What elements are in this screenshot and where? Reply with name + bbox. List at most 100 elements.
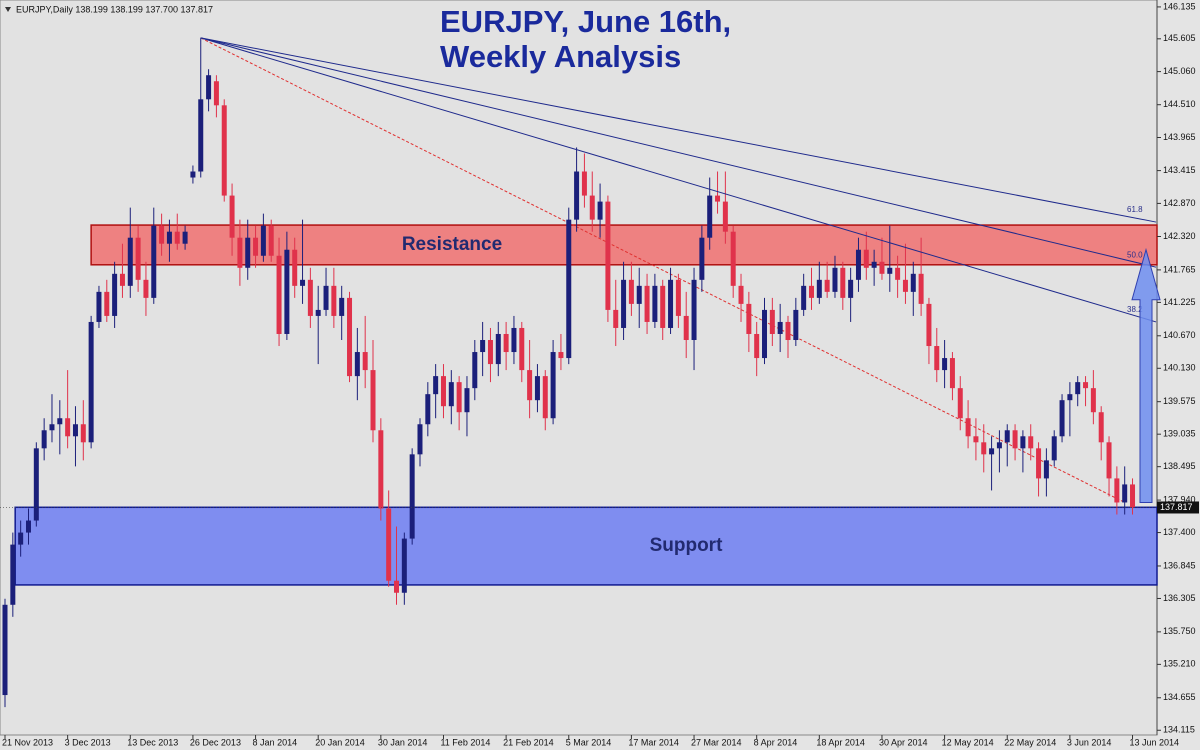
candle-body [370, 370, 376, 431]
candle-body [409, 454, 415, 539]
candle-body [49, 424, 55, 431]
candle-body [268, 225, 274, 256]
candle-body [253, 237, 259, 256]
candle-body [174, 231, 180, 244]
x-tick-label: 3 Dec 2013 [65, 737, 111, 747]
candle-body [1004, 430, 1010, 443]
candle-body [981, 442, 987, 455]
candle-body [1106, 442, 1112, 479]
candle-body [1122, 484, 1128, 503]
zone [14, 506, 1158, 586]
y-tick-label: 134.655 [1163, 692, 1196, 702]
candle-body [472, 352, 478, 389]
y-tick-label: 137.940 [1163, 494, 1196, 504]
candle-body [245, 237, 251, 268]
candle-body [237, 237, 243, 268]
x-tick-label: 13 Jun 2014 [1130, 737, 1180, 747]
candle-body [519, 327, 525, 371]
header: EURJPY,Daily 138.199 138.199 137.700 137… [16, 4, 213, 14]
candle-body [433, 376, 439, 395]
candle-body [730, 231, 736, 286]
candle-body [33, 448, 39, 521]
candle-body [722, 201, 728, 232]
x-tick-label: 18 Apr 2014 [816, 737, 865, 747]
candle-body [926, 303, 932, 347]
zone-label: Resistance [402, 234, 502, 255]
y-tick-label: 142.870 [1163, 198, 1196, 208]
candle-body [832, 267, 838, 292]
x-tick-label: 26 Dec 2013 [190, 737, 241, 747]
candle-body [401, 538, 407, 593]
candle-body [440, 376, 446, 407]
y-tick-label: 141.765 [1163, 264, 1196, 274]
candle-body [1114, 478, 1120, 503]
candle-body [425, 394, 431, 425]
candle-body [119, 273, 125, 286]
candle-body [307, 279, 313, 316]
candle-body [942, 358, 948, 371]
candle-body [957, 388, 963, 419]
candle-body [660, 285, 666, 328]
x-tick-label: 30 Apr 2014 [879, 737, 928, 747]
y-tick-label: 138.495 [1163, 461, 1196, 471]
candle-body [25, 520, 31, 533]
candle-body [621, 279, 627, 328]
candle-body [801, 285, 807, 310]
candle-body [18, 532, 24, 545]
candle-body [1083, 382, 1089, 389]
candle-body [793, 309, 799, 341]
x-tick-label: 30 Jan 2014 [378, 737, 428, 747]
candle-body [902, 279, 908, 292]
candle-body [973, 436, 979, 443]
candle-body [57, 418, 63, 425]
candle-body [417, 424, 423, 455]
menu-arrow [5, 7, 11, 12]
y-tick-label: 139.035 [1163, 429, 1196, 439]
y-tick-label: 137.400 [1163, 527, 1196, 537]
candle-body [895, 267, 901, 280]
y-tick-label: 140.670 [1163, 330, 1196, 340]
candle-body [762, 309, 768, 359]
trend-line [200, 37, 1125, 503]
candle-body [1036, 448, 1042, 479]
x-tick-label: 12 May 2014 [942, 737, 994, 747]
candle-body [1043, 460, 1049, 479]
y-tick-label: 135.750 [1163, 626, 1196, 636]
candle-body [887, 267, 893, 274]
plot-area [0, 0, 1158, 736]
candle-body [127, 237, 133, 286]
candle-body [816, 279, 822, 298]
x-tick-label: 21 Feb 2014 [503, 737, 554, 747]
candle-body [354, 352, 360, 377]
chart-title: EURJPY, June 16th, [440, 4, 731, 39]
candle-body [840, 267, 846, 298]
candle-body [675, 279, 681, 316]
candle-body [824, 279, 830, 292]
candle-body [166, 231, 172, 244]
candle-body [949, 358, 955, 389]
y-tick-label: 136.845 [1163, 560, 1196, 570]
candle-body [112, 273, 118, 316]
candle-body [221, 105, 227, 196]
candle-body [910, 273, 916, 292]
candle-body [135, 237, 141, 280]
last-price-label: 137.817 [1160, 502, 1193, 512]
zone [90, 224, 1158, 266]
x-tick-label: 27 Mar 2014 [691, 737, 742, 747]
candle-body [88, 321, 94, 443]
candle-body [198, 99, 204, 172]
candle-body [934, 346, 940, 371]
y-tick-label: 144.510 [1163, 99, 1196, 109]
candle-body [448, 382, 454, 407]
candle-body [386, 508, 392, 581]
candle-body [260, 225, 266, 256]
candle-body [65, 418, 71, 437]
candle-body [300, 279, 306, 286]
candle-body [707, 195, 713, 238]
candle-body [1067, 394, 1073, 401]
candle-body [1090, 388, 1096, 413]
candle-body [581, 171, 587, 196]
fan-line [200, 37, 1157, 323]
candle-body [10, 544, 16, 605]
fan-line [200, 37, 1157, 268]
